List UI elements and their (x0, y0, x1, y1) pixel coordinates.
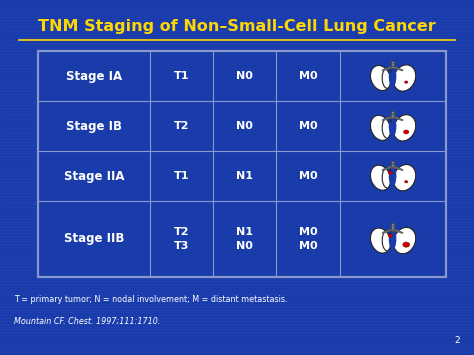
Ellipse shape (393, 65, 416, 91)
Circle shape (388, 234, 392, 237)
Text: T = primary tumor; N = nodal involvement; M = distant metastasis.: T = primary tumor; N = nodal involvement… (14, 295, 288, 305)
FancyBboxPatch shape (391, 223, 394, 231)
Ellipse shape (393, 115, 416, 141)
Text: T1: T1 (174, 171, 190, 181)
Text: 2: 2 (454, 336, 460, 345)
Ellipse shape (371, 65, 391, 91)
Text: N0: N0 (237, 121, 253, 131)
Circle shape (403, 242, 410, 247)
Ellipse shape (371, 115, 391, 140)
Text: Stage IIB: Stage IIB (64, 233, 124, 245)
Text: N1: N1 (237, 171, 253, 181)
Text: M0: M0 (299, 121, 317, 131)
Text: T2: T2 (174, 121, 190, 131)
Text: M0: M0 (299, 171, 317, 181)
Text: N1
N0: N1 N0 (237, 226, 253, 251)
Ellipse shape (393, 164, 416, 191)
Ellipse shape (371, 228, 391, 253)
Circle shape (405, 181, 408, 183)
Text: M0: M0 (299, 71, 317, 81)
Ellipse shape (371, 165, 391, 190)
Ellipse shape (389, 228, 396, 250)
Text: Stage IA: Stage IA (66, 70, 122, 83)
Ellipse shape (389, 116, 396, 137)
Text: M0
M0: M0 M0 (299, 226, 317, 251)
Text: T1: T1 (174, 71, 190, 81)
Text: Mountain CF. Chest. 1997;111:1710.: Mountain CF. Chest. 1997;111:1710. (14, 317, 161, 326)
Text: N0: N0 (237, 71, 253, 81)
Circle shape (388, 171, 392, 174)
FancyBboxPatch shape (391, 61, 394, 68)
FancyBboxPatch shape (391, 111, 394, 118)
Text: Stage IB: Stage IB (66, 120, 122, 133)
Text: T2
T3: T2 T3 (174, 226, 190, 251)
Circle shape (403, 130, 409, 134)
Text: Stage IIA: Stage IIA (64, 170, 124, 182)
FancyBboxPatch shape (38, 51, 446, 277)
Text: TNM Staging of Non–Small-Cell Lung Cancer: TNM Staging of Non–Small-Cell Lung Cance… (38, 19, 436, 34)
Ellipse shape (389, 165, 396, 187)
Circle shape (405, 81, 408, 83)
FancyBboxPatch shape (391, 160, 394, 168)
Ellipse shape (393, 228, 416, 254)
Ellipse shape (389, 66, 396, 87)
